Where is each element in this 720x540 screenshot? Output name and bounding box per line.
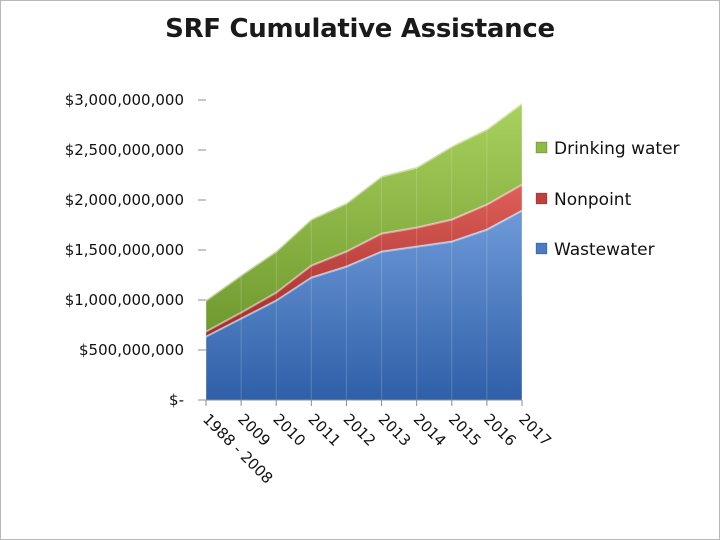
y-tick-label: $2,500,000,000 [65,141,184,159]
x-tick-label: 2011 [305,410,345,450]
y-tick-label: $1,000,000,000 [65,291,184,309]
x-tick-label: 2014 [410,410,450,450]
legend-swatch-drinking-water [535,141,548,154]
y-tick-label: $500,000,000 [79,341,184,359]
legend-label-drinking-water: Drinking water [554,139,680,159]
legend-label-nonpoint: Nonpoint [554,190,632,210]
x-tick-label: 2017 [515,410,555,450]
x-tick-label: 2012 [340,410,380,450]
area-edge-nonpoint [205,184,523,333]
legend-swatch-wastewater [535,242,548,255]
y-tick-label: $2,000,000,000 [65,191,184,209]
legend-label-wastewater: Wastewater [554,240,655,260]
x-tick-label: 2016 [480,410,520,450]
area-drinking-water [205,102,523,332]
chart-title: SRF Cumulative Assistance [165,14,555,44]
x-tick-label: 2010 [269,410,309,450]
legend-swatch-nonpoint [535,192,548,205]
y-tick-label: $- [169,391,184,409]
y-tick-label: $3,000,000,000 [65,91,184,109]
x-tick-label: 2013 [375,410,415,450]
area-edge-drinking-water [205,103,523,302]
y-tick-label: $1,500,000,000 [65,241,184,259]
x-tick-label: 2015 [445,410,485,450]
area-nonpoint [205,183,523,337]
area-edge-wastewater [205,210,523,338]
